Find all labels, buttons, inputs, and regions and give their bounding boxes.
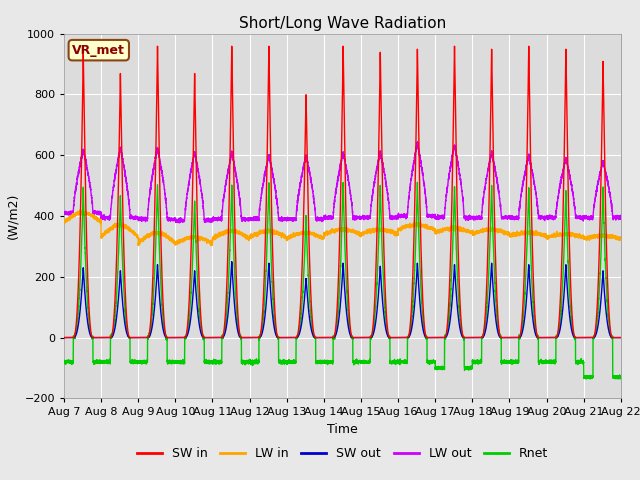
- Legend: SW in, LW in, SW out, LW out, Rnet: SW in, LW in, SW out, LW out, Rnet: [132, 442, 553, 465]
- Y-axis label: (W/m2): (W/m2): [6, 193, 19, 239]
- X-axis label: Time: Time: [327, 423, 358, 436]
- Title: Short/Long Wave Radiation: Short/Long Wave Radiation: [239, 16, 446, 31]
- Text: VR_met: VR_met: [72, 44, 125, 57]
